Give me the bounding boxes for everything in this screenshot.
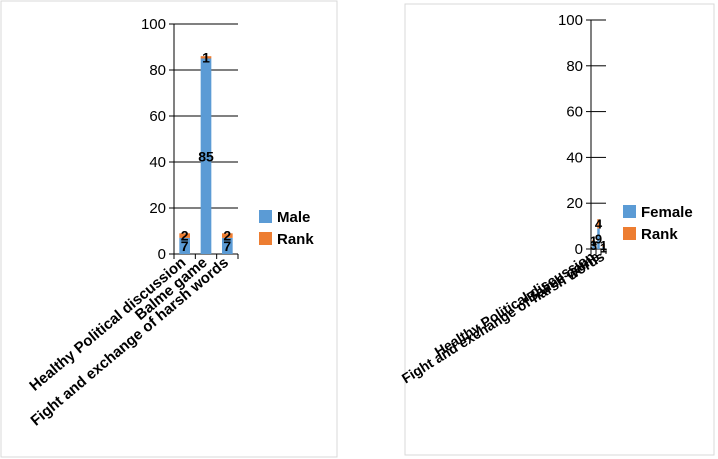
y-tick-label: 80 [566,58,583,75]
legend-swatch-rank [259,232,272,245]
bars [592,219,605,249]
y-tick-label: 20 [149,200,166,217]
bar-rank-healthy-political-discussion [179,233,190,238]
y-tick-label: 60 [149,108,166,125]
y-tick-label: 60 [566,104,583,121]
legend-label-rank: Rank [277,231,314,248]
legend-label-female: Female [641,204,693,221]
legend-swatch-rank [623,227,636,240]
bar-rank-fight-and-exchange-of-harsh-words [222,233,233,238]
y-tick-label: 0 [575,241,583,258]
data-label-female: 3 [590,238,597,253]
bar-rank-fight-and-exchange-of-harsh-words [602,244,605,247]
data-label-female: 1 [600,241,607,256]
bar-female-balme-game [597,228,600,249]
data-label-male: 7 [181,238,189,254]
bar-male-balme-game [200,58,212,254]
bar-female-healthy-political-discussion [592,242,595,249]
y-tick-label: 100 [141,16,166,33]
bar-rank-balme-game [597,219,600,229]
y-tick-label: 20 [566,195,583,212]
data-label-rank: 2 [223,228,231,244]
bar-male-fight-and-exchange-of-harsh-words [222,237,233,254]
data-label-rank: 1 [590,234,597,249]
bar-rank-healthy-political-discussion [592,239,595,243]
legend-label-rank: Rank [641,226,678,243]
bar-rank-balme-game [200,56,212,59]
bar-female-fight-and-exchange-of-harsh-words [602,246,605,249]
y-tick-labels: 0 20 40 60 80 100 [558,12,583,258]
chart-border [404,3,715,456]
data-label-male: 85 [198,148,214,164]
data-label-male: 7 [223,238,231,254]
legend-swatch-female [623,205,636,218]
legend-label-male: Male [277,209,310,226]
legend-swatch-male [259,210,272,223]
y-tick-label: 0 [158,246,166,263]
bar-male-healthy-political-discussion [179,237,190,254]
data-label-female: 9 [595,231,602,246]
chart-border [0,0,338,458]
y-tick-label: 40 [149,154,166,171]
y-tick-label: 80 [149,62,166,79]
data-label-rank: 1 [600,238,607,253]
y-tick-label: 40 [566,149,583,166]
data-label-rank: 1 [202,49,210,65]
y-tick-label: 100 [558,12,583,29]
bars [179,56,233,254]
y-tick-labels: 0 20 40 60 80 100 [141,16,166,263]
legend: Female Rank [623,204,693,243]
legend: Male Rank [259,209,314,248]
data-label-rank: 4 [595,216,603,231]
data-label-rank: 2 [181,228,189,244]
